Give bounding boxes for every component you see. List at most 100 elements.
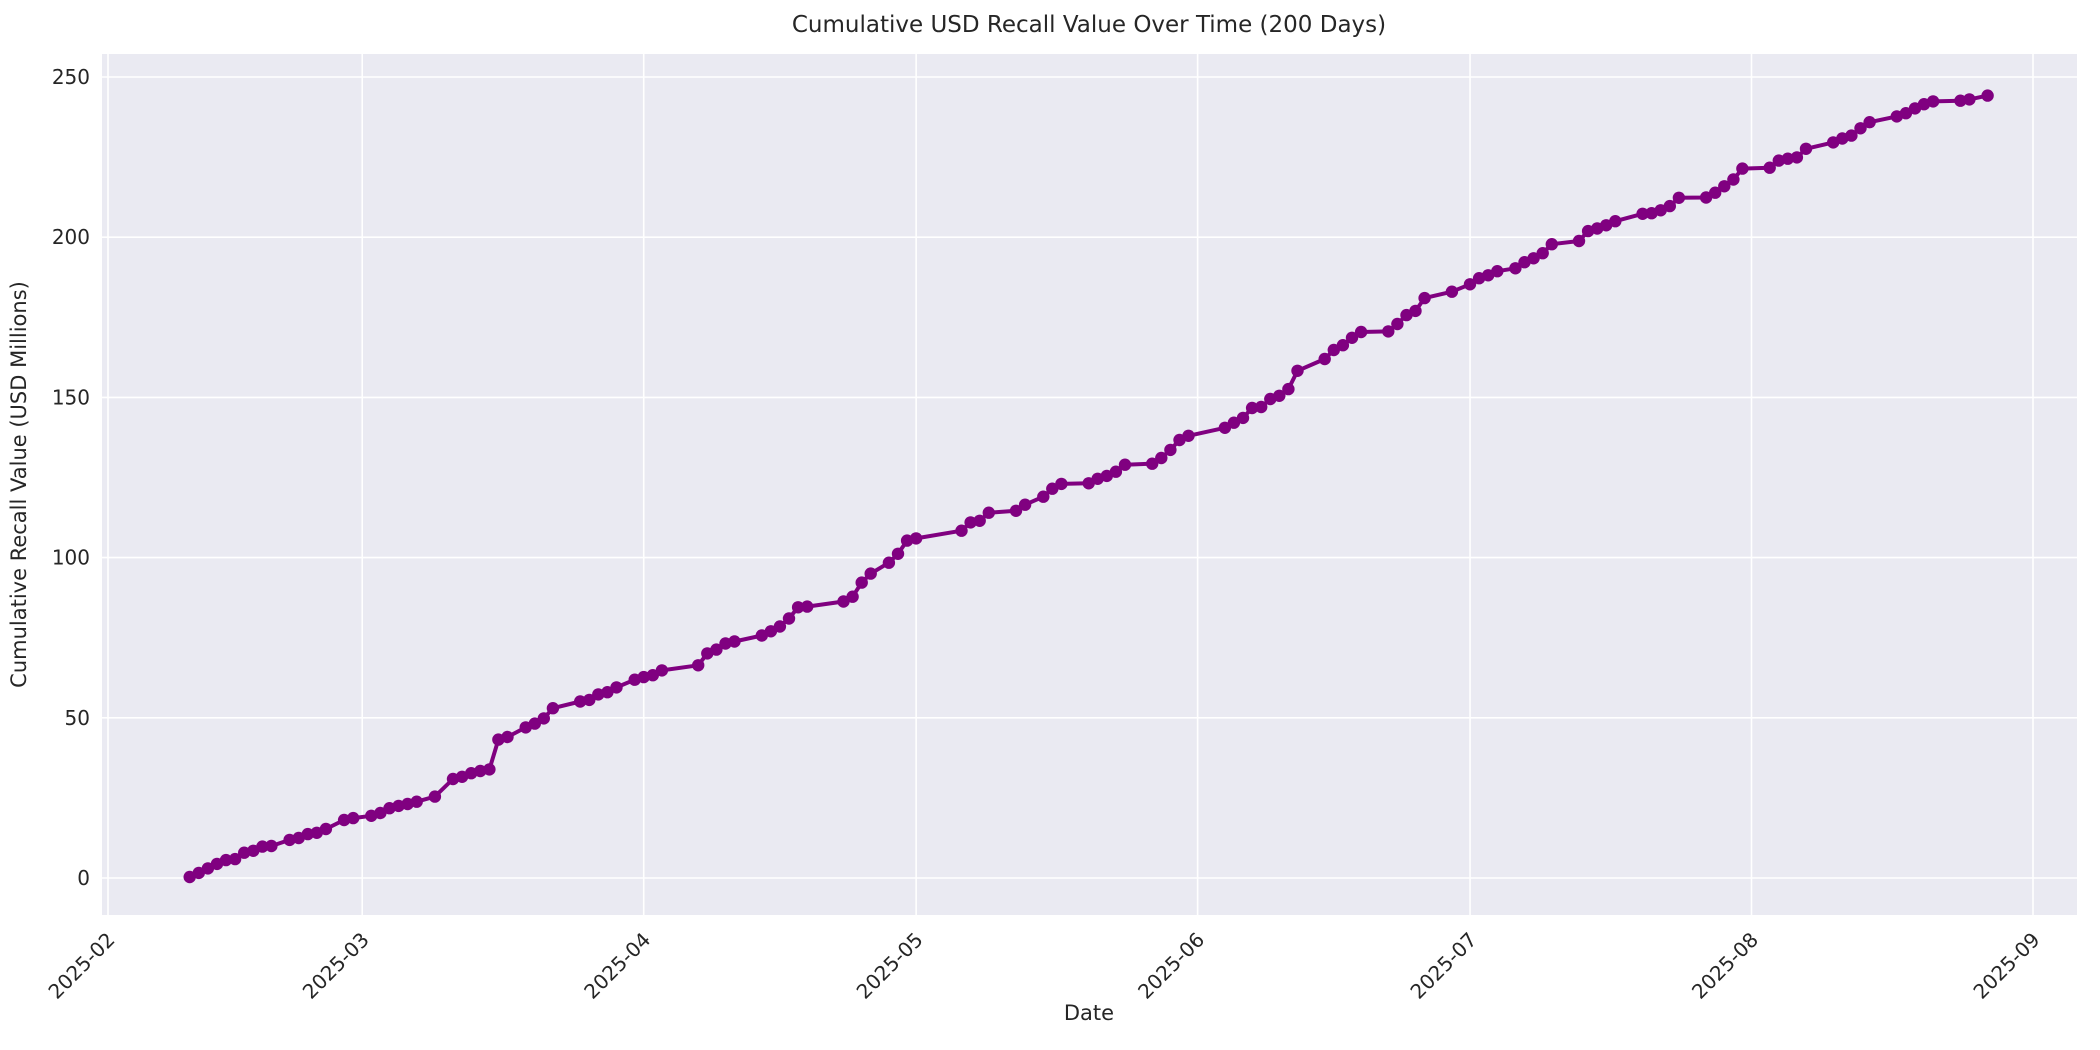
x-tick-label: 2025-03 [298, 928, 374, 1004]
data-point [265, 839, 278, 853]
data-point [1245, 401, 1259, 415]
data-point [1491, 265, 1504, 278]
data-point [1536, 247, 1549, 260]
data-point [710, 643, 723, 656]
data-point [1545, 238, 1559, 251]
data-point [1663, 199, 1677, 213]
data-point [791, 601, 805, 614]
y-tick-label: 100 [52, 546, 90, 570]
data-point [1672, 191, 1686, 204]
x-tick-label: 2025-07 [1405, 928, 1481, 1004]
x-tick-label: 2025-04 [579, 928, 655, 1004]
data-point [1781, 152, 1795, 165]
data-point [773, 620, 787, 633]
data-point [1282, 382, 1295, 396]
data-point [882, 556, 896, 569]
data-point [1609, 215, 1622, 228]
grid-layer [102, 54, 2077, 915]
y-tick-label: 200 [52, 225, 90, 249]
data-point [1273, 389, 1286, 402]
data-point [1527, 252, 1540, 265]
data-point [837, 595, 850, 608]
data-point [728, 635, 741, 648]
data-point [655, 664, 669, 677]
data-point [319, 822, 333, 836]
x-tick-label: 2025-02 [43, 928, 119, 1004]
x-tick-label: 2025-08 [1687, 928, 1763, 1004]
data-point [1164, 443, 1177, 457]
data-point [1318, 352, 1331, 366]
y-tick-label: 0 [77, 866, 90, 890]
data-point [1055, 477, 1068, 491]
data-point [1009, 504, 1023, 517]
data-point [537, 712, 550, 725]
data-point [1445, 285, 1459, 298]
data-point [374, 806, 387, 820]
data-point [982, 506, 995, 519]
data-point [692, 659, 705, 672]
data-point [1046, 482, 1059, 495]
data-point [1327, 343, 1341, 357]
data-point [1255, 400, 1268, 414]
x-tick-label: 2025-06 [1133, 928, 1209, 1004]
data-point [782, 612, 796, 625]
data-point [1899, 107, 1913, 120]
data-point [1018, 498, 1032, 511]
data-point [410, 795, 423, 808]
data-point [1926, 95, 1940, 108]
data-point [1182, 429, 1195, 442]
data-point [1727, 173, 1740, 186]
data-point [601, 686, 614, 699]
data-point [219, 853, 233, 867]
data-point [1409, 304, 1422, 318]
data-point [428, 790, 442, 803]
x-tick-labels: 2025-02 2025-03 2025-04 2025-05 2025-06 2025-… [43, 928, 2044, 1004]
data-point [483, 763, 496, 776]
data-point [1236, 411, 1250, 425]
y-axis-label: Cumulative Recall Value (USD Millions) [7, 281, 31, 688]
series-layer [183, 89, 1994, 884]
data-point [1854, 122, 1867, 135]
data-point [955, 524, 968, 537]
data-point [1709, 186, 1722, 199]
data-point [1291, 364, 1304, 377]
x-tick-label: 2025-09 [1968, 928, 2044, 1004]
data-point [864, 567, 877, 580]
data-point [501, 730, 514, 744]
x-tick-label: 2025-05 [852, 928, 928, 1004]
data-point [1763, 161, 1776, 174]
data-point [1463, 278, 1477, 291]
y-tick-label: 250 [52, 65, 90, 89]
data-point [1146, 457, 1159, 470]
data-point [1963, 93, 1976, 106]
y-tick-label: 50 [65, 706, 90, 730]
data-point [891, 547, 905, 560]
data-point [1118, 458, 1132, 471]
data-point [1790, 151, 1804, 164]
data-point [1227, 416, 1241, 429]
data-point [846, 590, 859, 603]
data-point [1845, 129, 1858, 142]
data-point [1509, 262, 1522, 275]
x-axis-label: Date [1064, 1001, 1114, 1025]
data-point [1382, 325, 1395, 338]
data-point [1718, 180, 1731, 193]
data-point [646, 669, 659, 682]
data-point [1218, 421, 1232, 434]
data-point [1699, 191, 1713, 204]
data-point [546, 702, 560, 715]
data-point [1981, 89, 1994, 102]
data-point [256, 840, 269, 853]
data-point [1736, 162, 1749, 175]
data-point [1336, 339, 1350, 352]
data-point [347, 811, 360, 825]
data-point [855, 576, 868, 589]
data-point [1572, 234, 1586, 248]
data-point [909, 532, 923, 545]
y-tick-label: 150 [52, 385, 90, 409]
data-point [1636, 207, 1649, 220]
data-point [1799, 142, 1813, 155]
data-point [1418, 291, 1431, 305]
